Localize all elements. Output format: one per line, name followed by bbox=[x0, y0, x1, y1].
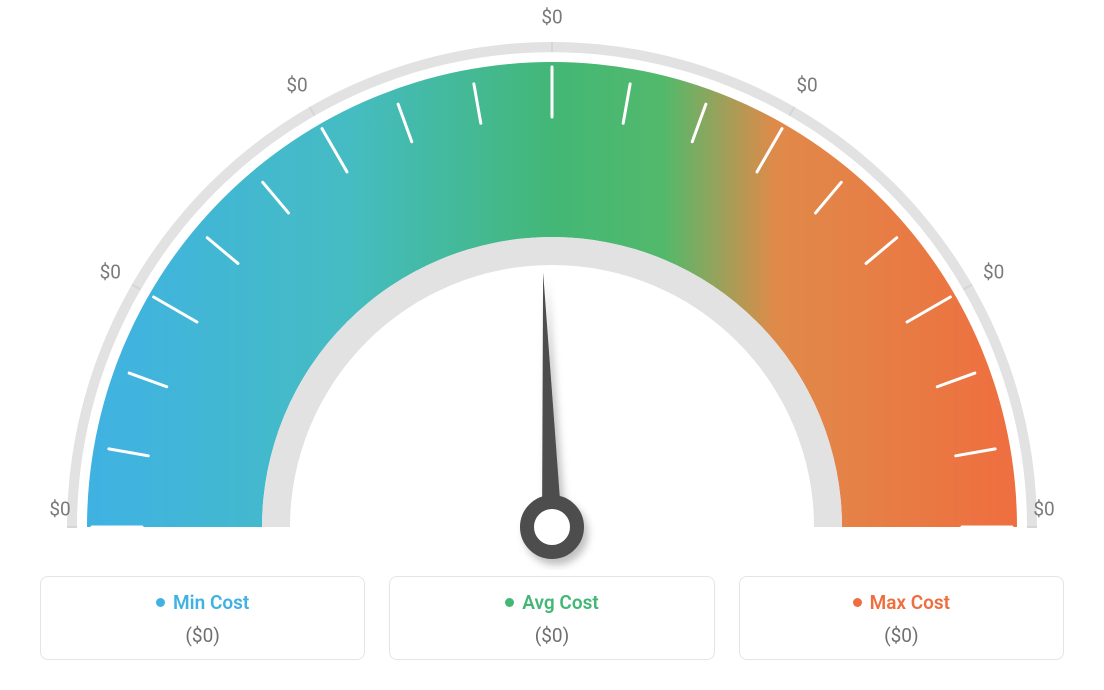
legend-dot-avg bbox=[505, 598, 514, 607]
legend-title-avg: Avg Cost bbox=[505, 591, 598, 614]
gauge-tick-label: $0 bbox=[49, 498, 70, 521]
legend-value-min: ($0) bbox=[51, 624, 354, 647]
legend-dot-max bbox=[853, 598, 862, 607]
gauge-area: $0 $0 $0 $0 $0 $0 $0 bbox=[0, 0, 1104, 565]
gauge-tick-label: $0 bbox=[983, 261, 1004, 284]
legend-card-max: Max Cost ($0) bbox=[739, 576, 1064, 660]
legend-value-max: ($0) bbox=[750, 624, 1053, 647]
legend-value-avg: ($0) bbox=[400, 624, 703, 647]
gauge-tick-label: $0 bbox=[541, 6, 562, 29]
legend-label-min: Min Cost bbox=[173, 591, 249, 614]
gauge-tick-label: $0 bbox=[796, 74, 817, 97]
cost-gauge-widget: $0 $0 $0 $0 $0 $0 $0 Min Cost ($0) Avg Cost ($… bbox=[0, 0, 1104, 690]
gauge-tick-label: $0 bbox=[100, 261, 121, 284]
gauge-tick-label: $0 bbox=[1033, 498, 1054, 521]
legend-title-min: Min Cost bbox=[156, 591, 249, 614]
legend-card-avg: Avg Cost ($0) bbox=[389, 576, 714, 660]
gauge-tick-label: $0 bbox=[286, 74, 307, 97]
legend-label-avg: Avg Cost bbox=[522, 591, 598, 614]
legend-row: Min Cost ($0) Avg Cost ($0) Max Cost ($0… bbox=[40, 576, 1064, 660]
legend-title-max: Max Cost bbox=[853, 591, 951, 614]
gauge-svg bbox=[0, 0, 1104, 570]
legend-dot-min bbox=[156, 598, 165, 607]
legend-card-min: Min Cost ($0) bbox=[40, 576, 365, 660]
legend-label-max: Max Cost bbox=[870, 591, 951, 614]
